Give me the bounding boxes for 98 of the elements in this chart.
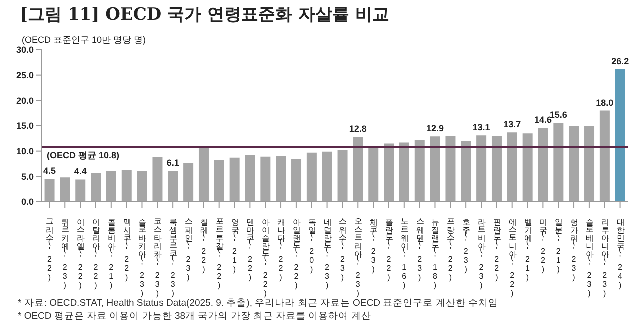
data-label: 6.1 [166, 158, 180, 168]
x-tick-label: 폴란드('22) [384, 213, 394, 282]
x-tick-label: 룩셈부르크('23) [168, 213, 178, 298]
bar [430, 136, 440, 202]
data-label: 4.4 [74, 166, 87, 177]
x-tick-label: 프랑스('22) [446, 213, 456, 282]
x-tick-label: 벨기에('21) [523, 213, 532, 282]
data-label: 14.6 [534, 115, 552, 126]
y-tick-label: 25.0 [16, 70, 34, 81]
bar [384, 144, 394, 202]
x-tick-label: 콜롬비아('21) [106, 213, 116, 290]
text: * 자료: OECD.STAT, Health Status Data(2025. 9. 추출), 우리나라 최근 자료는 OECD 표준인구로 계산한 수치임 [18, 298, 498, 310]
bar [91, 173, 102, 202]
chart-title: [그림 11] OECD 국가 연령표준화 자살률 비교 [20, 4, 390, 26]
bar [492, 136, 502, 202]
x-tick-label: 캐나다('22) [276, 213, 286, 282]
bar [137, 171, 148, 202]
x-tick-label: 포르투갈('22) [214, 213, 224, 290]
x-tick-label: 영국('21) [230, 213, 240, 274]
x-tick-label: 슬로베니아('23) [584, 213, 594, 298]
bar [338, 150, 348, 202]
x-tick-label: 오스트리아('23) [354, 213, 363, 298]
data-label: 26.2 [612, 56, 630, 66]
bar [214, 160, 224, 202]
bar [152, 157, 163, 202]
x-tick-label: 그리스('22) [45, 213, 54, 282]
y-axis-title: (OECD 표준인구 10만 명당 명) [22, 34, 146, 46]
bar [322, 152, 332, 202]
x-tick-label: 리투아니아('23) [600, 213, 610, 298]
bar [538, 128, 548, 202]
x-tick-label: 아이슬란드('22) [261, 213, 270, 298]
bar [461, 141, 472, 202]
bar [569, 126, 580, 202]
x-tick-label: 노르웨이('16) [400, 213, 409, 290]
bar [368, 148, 379, 202]
bar [554, 122, 564, 202]
y-tick-label: 0.0 [21, 197, 34, 208]
x-tick-label: 덴마크('22) [246, 213, 255, 282]
x-tick-label: 스페인('23) [184, 213, 193, 282]
data-label: 12.9 [426, 124, 444, 134]
bar [507, 132, 518, 202]
x-tick-label: 에스토니아('22) [508, 213, 517, 298]
bar [106, 171, 116, 202]
y-tick-label: 5.0 [21, 172, 34, 182]
x-tick-label: 독일('20) [307, 213, 316, 274]
data-label: 18.0 [596, 98, 614, 108]
x-tick-label: 헝가리('23) [570, 213, 579, 282]
x-tick-label: 칠레('22) [199, 213, 208, 274]
data-label: 12.8 [349, 124, 367, 134]
bar [522, 134, 533, 202]
bar [399, 142, 410, 202]
x-tick-label: 아일랜드('22) [292, 213, 301, 290]
x-tick-label: 멕시코('22) [122, 213, 132, 282]
bar [615, 69, 626, 202]
data-label: 4.5 [44, 166, 56, 176]
text: * OECD 평균은 자료 이용이 가능한 38개 국가의 가장 최근 자료를 이용하여 계산 [18, 311, 372, 323]
bar [184, 163, 194, 202]
x-tick-label: 코스타리카('23) [153, 213, 162, 298]
data-label: 13.7 [504, 120, 522, 130]
x-tick-label: 튀르키예('23) [60, 213, 70, 290]
bar [44, 179, 55, 202]
bar [584, 126, 595, 202]
x-tick-label: 미국('22) [538, 213, 548, 274]
bar [414, 140, 425, 202]
bar [198, 147, 209, 202]
bar [292, 159, 302, 202]
x-tick-label: 핀란드('22) [492, 213, 502, 282]
bar [476, 136, 487, 202]
bar [76, 180, 86, 202]
x-tick-label: 대한민국('24) [616, 213, 625, 290]
x-tick-label: 라트비아('23) [477, 213, 486, 290]
x-tick-label: 네덜란드('23) [322, 213, 332, 290]
bar [260, 156, 271, 202]
bar [600, 110, 610, 202]
x-tick-label: 슬로바키아('23) [138, 213, 147, 298]
x-tick-label: 이탈리아('22) [91, 213, 100, 290]
y-tick-label: 10.0 [16, 146, 34, 157]
x-tick-label: 스위스('23) [338, 213, 348, 282]
bar [276, 156, 286, 202]
x-tick-label: 스웨덴('23) [415, 213, 424, 282]
bar [446, 136, 456, 202]
x-tick-label: 뉴질랜드('18) [430, 213, 440, 290]
y-tick-label: 30.0 [16, 45, 34, 56]
bar [306, 152, 317, 202]
y-tick-label: 15.0 [16, 121, 34, 132]
bar [122, 170, 132, 202]
data-label: 13.1 [472, 122, 490, 133]
bar [168, 171, 178, 202]
ref-line-label: (OECD 평균 10.8) [47, 150, 120, 161]
bar [353, 137, 364, 202]
x-tick-label: 일본('21) [554, 213, 564, 274]
bar [60, 178, 70, 202]
bar [230, 158, 240, 202]
x-tick-label: 호주('23) [462, 213, 471, 274]
x-tick-label: 체코('23) [369, 213, 378, 274]
bar [245, 155, 256, 202]
y-tick-label: 20.0 [16, 96, 34, 106]
x-tick-label: 이스라엘('22) [76, 213, 86, 290]
